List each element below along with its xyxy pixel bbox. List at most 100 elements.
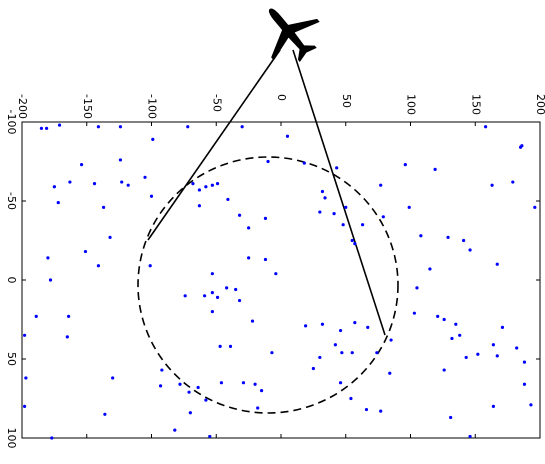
point <box>340 351 343 354</box>
point <box>204 185 207 188</box>
point <box>119 125 122 128</box>
beam-line <box>293 50 385 335</box>
point <box>339 381 342 384</box>
point <box>93 182 96 185</box>
point <box>40 127 43 130</box>
point <box>216 296 219 299</box>
point <box>225 286 228 289</box>
point <box>286 135 289 138</box>
point <box>58 124 61 127</box>
point <box>443 368 446 371</box>
point <box>465 356 468 359</box>
point <box>241 125 244 128</box>
x-tick-label: -100 <box>146 94 159 119</box>
point <box>97 125 100 128</box>
point <box>151 138 154 141</box>
point <box>449 416 452 419</box>
point <box>501 326 504 329</box>
x-tick-label: 100 <box>405 94 418 115</box>
point <box>35 315 38 318</box>
point <box>247 256 250 259</box>
point <box>515 346 518 349</box>
coverage-circle <box>138 157 398 413</box>
point <box>408 206 411 209</box>
point <box>490 184 493 187</box>
point <box>523 361 526 364</box>
point <box>204 398 207 401</box>
point <box>520 144 523 147</box>
point <box>382 215 385 218</box>
point <box>484 125 487 128</box>
point <box>23 334 26 337</box>
airplane-icon <box>247 0 332 74</box>
point <box>321 323 324 326</box>
point <box>119 158 122 161</box>
point <box>434 168 437 171</box>
plot-frame <box>22 122 540 438</box>
y-tick-label: 50 <box>5 352 18 366</box>
point <box>264 217 267 220</box>
point <box>220 381 223 384</box>
point <box>68 180 71 183</box>
point <box>318 356 321 359</box>
point <box>187 391 190 394</box>
point <box>159 384 162 387</box>
point <box>108 236 111 239</box>
point <box>184 294 187 297</box>
point <box>80 163 83 166</box>
point <box>335 166 338 169</box>
point <box>353 242 356 245</box>
point <box>49 278 52 281</box>
point <box>454 323 457 326</box>
point <box>266 160 269 163</box>
chart: -200-150-100-50050100150200-100-50050100 <box>0 0 545 460</box>
point <box>496 263 499 266</box>
point <box>211 184 214 187</box>
x-tick-label: -50 <box>210 94 223 112</box>
point <box>191 182 194 185</box>
point <box>388 372 391 375</box>
point <box>197 386 200 389</box>
point <box>344 206 347 209</box>
point <box>198 204 201 207</box>
point <box>492 405 495 408</box>
point <box>353 321 356 324</box>
point <box>496 354 499 357</box>
x-tick-label: -150 <box>81 94 94 119</box>
x-tick-label: 200 <box>534 94 545 115</box>
point <box>365 408 368 411</box>
point <box>53 185 56 188</box>
point <box>97 264 100 267</box>
point <box>67 315 70 318</box>
point <box>321 190 324 193</box>
y-tick-label: -50 <box>5 192 18 210</box>
point <box>46 256 49 259</box>
point <box>379 184 382 187</box>
point <box>103 413 106 416</box>
point <box>450 337 453 340</box>
point <box>211 272 214 275</box>
point <box>208 435 211 438</box>
point <box>436 315 439 318</box>
point <box>366 326 369 329</box>
point <box>160 368 163 371</box>
point <box>533 206 536 209</box>
point <box>45 127 48 130</box>
point <box>216 182 219 185</box>
page: -200-150-100-50050100150200-100-50050100… <box>0 0 545 464</box>
point <box>523 383 526 386</box>
point <box>143 176 146 179</box>
point <box>428 267 431 270</box>
x-tick-label: 50 <box>340 94 353 108</box>
point <box>198 188 201 191</box>
point <box>219 345 222 348</box>
point <box>211 291 214 294</box>
point <box>379 410 382 413</box>
point <box>186 125 189 128</box>
point <box>468 435 471 438</box>
point <box>351 351 354 354</box>
point <box>415 286 418 289</box>
point <box>375 351 378 354</box>
point <box>66 335 69 338</box>
point <box>413 312 416 315</box>
